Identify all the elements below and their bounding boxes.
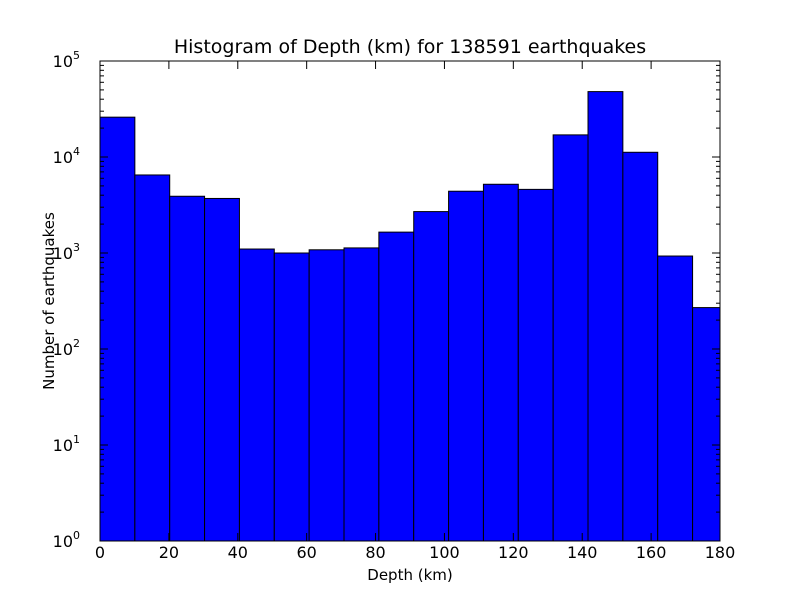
y-tick-label: 100 — [53, 529, 80, 551]
histogram-bar — [343, 247, 380, 542]
bars-group — [99, 91, 721, 542]
x-tick-label: 140 — [567, 543, 598, 562]
histogram-bar — [99, 116, 136, 542]
x-tick-label: 0 — [95, 543, 105, 562]
histogram-bar — [238, 248, 275, 542]
histogram-bar — [657, 255, 694, 542]
histogram-bar — [552, 134, 589, 542]
histogram-bar — [692, 307, 721, 542]
histogram-bar — [308, 249, 345, 542]
x-tick-label: 20 — [159, 543, 179, 562]
y-tick-label: 101 — [53, 433, 80, 455]
x-tick-label: 120 — [498, 543, 529, 562]
histogram-bar — [517, 188, 554, 542]
x-tick-label: 60 — [296, 543, 316, 562]
y-tick-label: 102 — [53, 337, 80, 359]
histogram-bar — [413, 211, 450, 542]
chart-title: Histogram of Depth (km) for 138591 earth… — [174, 36, 646, 58]
plot-frame — [99, 60, 721, 542]
y-tick-label: 104 — [53, 145, 80, 167]
x-tick-label: 80 — [365, 543, 385, 562]
histogram-bar — [169, 195, 206, 542]
x-tick-label: 160 — [636, 543, 667, 562]
histogram-bar — [204, 197, 240, 542]
y-tick-label: 103 — [53, 241, 80, 263]
histogram-bar — [378, 231, 415, 542]
x-tick-label: 100 — [429, 543, 460, 562]
x-tick-label: 40 — [228, 543, 248, 562]
histogram-bar — [482, 183, 519, 542]
x-tick-label: 180 — [705, 543, 736, 562]
histogram-bar — [622, 151, 659, 542]
y-tick-label: 105 — [53, 49, 80, 71]
x-axis-label: Depth (km) — [367, 566, 452, 584]
histogram-bar — [587, 91, 624, 542]
histogram-bar — [448, 190, 484, 542]
histogram-bar — [273, 252, 310, 542]
histogram-bar — [134, 174, 171, 542]
y-axis-label: Number of earthquakes — [40, 212, 58, 390]
